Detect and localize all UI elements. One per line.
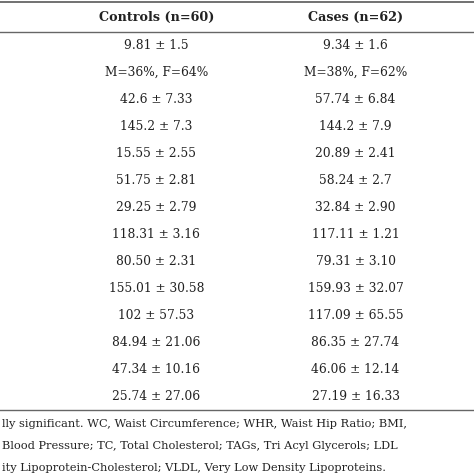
Text: 9.34 ± 1.6: 9.34 ± 1.6	[323, 39, 388, 52]
Text: 32.84 ± 2.90: 32.84 ± 2.90	[315, 201, 396, 214]
Text: Blood Pressure; TC, Total Cholesterol; TAGs, Tri Acyl Glycerols; LDL: Blood Pressure; TC, Total Cholesterol; T…	[2, 441, 398, 451]
Text: 80.50 ± 2.31: 80.50 ± 2.31	[116, 255, 197, 268]
Text: 29.25 ± 2.79: 29.25 ± 2.79	[116, 201, 197, 214]
Text: 20.89 ± 2.41: 20.89 ± 2.41	[315, 147, 396, 160]
Text: M=36%, F=64%: M=36%, F=64%	[105, 66, 208, 79]
Text: 9.81 ± 1.5: 9.81 ± 1.5	[124, 39, 189, 52]
Text: 86.35 ± 27.74: 86.35 ± 27.74	[311, 336, 400, 349]
Text: 84.94 ± 21.06: 84.94 ± 21.06	[112, 336, 201, 349]
Text: 145.2 ± 7.3: 145.2 ± 7.3	[120, 120, 192, 133]
Text: Cases (n=62): Cases (n=62)	[308, 10, 403, 24]
Text: 46.06 ± 12.14: 46.06 ± 12.14	[311, 363, 400, 376]
Text: Controls (n=60): Controls (n=60)	[99, 10, 214, 24]
Text: 159.93 ± 32.07: 159.93 ± 32.07	[308, 282, 403, 295]
Text: 155.01 ± 30.58: 155.01 ± 30.58	[109, 282, 204, 295]
Text: 79.31 ± 3.10: 79.31 ± 3.10	[316, 255, 395, 268]
Text: ity Lipoprotein-Cholesterol; VLDL, Very Low Density Lipoproteins.: ity Lipoprotein-Cholesterol; VLDL, Very …	[2, 463, 386, 473]
Text: 118.31 ± 3.16: 118.31 ± 3.16	[112, 228, 201, 241]
Text: 25.74 ± 27.06: 25.74 ± 27.06	[112, 390, 201, 403]
Text: 117.09 ± 65.55: 117.09 ± 65.55	[308, 309, 403, 322]
Text: 51.75 ± 2.81: 51.75 ± 2.81	[116, 174, 197, 187]
Text: M=38%, F=62%: M=38%, F=62%	[304, 66, 407, 79]
Text: 47.34 ± 10.16: 47.34 ± 10.16	[112, 363, 201, 376]
Text: 15.55 ± 2.55: 15.55 ± 2.55	[117, 147, 196, 160]
Text: lly significant. WC, Waist Circumference; WHR, Waist Hip Ratio; BMI,: lly significant. WC, Waist Circumference…	[2, 419, 407, 429]
Text: 57.74 ± 6.84: 57.74 ± 6.84	[315, 93, 396, 106]
Text: 144.2 ± 7.9: 144.2 ± 7.9	[319, 120, 392, 133]
Text: 27.19 ± 16.33: 27.19 ± 16.33	[311, 390, 400, 403]
Text: 117.11 ± 1.21: 117.11 ± 1.21	[311, 228, 400, 241]
Text: 42.6 ± 7.33: 42.6 ± 7.33	[120, 93, 192, 106]
Text: 58.24 ± 2.7: 58.24 ± 2.7	[319, 174, 392, 187]
Text: 102 ± 57.53: 102 ± 57.53	[118, 309, 194, 322]
